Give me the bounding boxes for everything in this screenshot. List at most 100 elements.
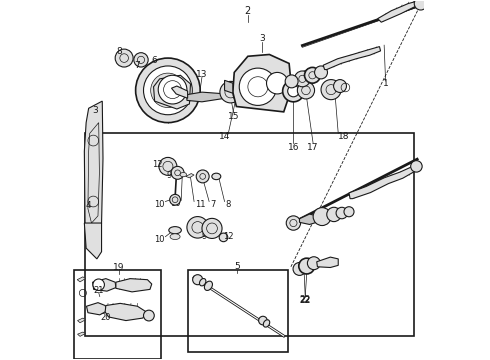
Polygon shape xyxy=(233,54,292,112)
Text: 8: 8 xyxy=(225,200,231,209)
Text: 21: 21 xyxy=(94,286,104,295)
Text: 10: 10 xyxy=(170,199,180,208)
Circle shape xyxy=(158,75,187,104)
Text: 7: 7 xyxy=(210,200,215,209)
Circle shape xyxy=(321,80,341,100)
Polygon shape xyxy=(317,257,338,267)
Circle shape xyxy=(411,161,422,172)
Text: 6: 6 xyxy=(152,57,157,66)
Text: 10: 10 xyxy=(154,235,164,244)
Text: 12: 12 xyxy=(223,232,233,241)
Circle shape xyxy=(267,72,288,94)
Polygon shape xyxy=(93,279,116,291)
Circle shape xyxy=(285,75,298,88)
Text: 18: 18 xyxy=(338,132,349,141)
Polygon shape xyxy=(105,303,147,320)
Text: 8: 8 xyxy=(116,47,122,56)
Polygon shape xyxy=(323,46,381,69)
Polygon shape xyxy=(77,332,85,336)
Polygon shape xyxy=(153,75,191,109)
Polygon shape xyxy=(224,80,233,93)
Ellipse shape xyxy=(263,320,270,327)
Ellipse shape xyxy=(170,234,180,239)
Circle shape xyxy=(239,68,276,105)
Circle shape xyxy=(294,71,310,87)
Circle shape xyxy=(202,219,222,238)
Circle shape xyxy=(315,66,327,79)
Ellipse shape xyxy=(199,279,206,286)
Text: 7: 7 xyxy=(134,61,140,70)
Text: 11: 11 xyxy=(195,200,205,209)
Circle shape xyxy=(304,67,320,83)
Text: 10: 10 xyxy=(154,200,164,209)
Circle shape xyxy=(288,85,299,97)
Circle shape xyxy=(334,80,346,93)
Circle shape xyxy=(299,258,315,274)
Polygon shape xyxy=(299,214,317,225)
Circle shape xyxy=(115,49,133,67)
Circle shape xyxy=(93,279,104,291)
Text: 15: 15 xyxy=(228,112,239,121)
Polygon shape xyxy=(172,86,188,98)
Circle shape xyxy=(193,275,203,285)
Polygon shape xyxy=(84,223,101,259)
Circle shape xyxy=(220,81,242,103)
Circle shape xyxy=(144,66,192,115)
Circle shape xyxy=(159,157,177,175)
Circle shape xyxy=(313,208,331,226)
Polygon shape xyxy=(378,1,419,22)
Text: 16: 16 xyxy=(288,143,299,152)
Circle shape xyxy=(134,53,148,67)
Text: 20: 20 xyxy=(100,313,110,322)
Polygon shape xyxy=(186,174,194,178)
Circle shape xyxy=(414,0,427,10)
Ellipse shape xyxy=(204,281,213,291)
Text: 9: 9 xyxy=(201,232,206,241)
Circle shape xyxy=(144,310,154,321)
Circle shape xyxy=(307,257,320,270)
Circle shape xyxy=(286,216,300,230)
Circle shape xyxy=(293,262,306,275)
Ellipse shape xyxy=(180,172,187,177)
Ellipse shape xyxy=(233,87,241,101)
Circle shape xyxy=(151,73,185,108)
Circle shape xyxy=(170,194,180,205)
Text: 4: 4 xyxy=(85,201,91,210)
Text: 9: 9 xyxy=(166,171,172,180)
Circle shape xyxy=(136,58,200,123)
Polygon shape xyxy=(77,318,85,323)
Circle shape xyxy=(161,83,175,98)
Circle shape xyxy=(171,166,184,179)
Text: 3: 3 xyxy=(92,105,98,114)
Text: 1: 1 xyxy=(383,80,389,89)
Circle shape xyxy=(219,233,228,242)
Text: 2: 2 xyxy=(245,6,251,16)
Text: 13: 13 xyxy=(196,70,208,79)
Text: 12: 12 xyxy=(152,160,163,169)
Text: 3: 3 xyxy=(259,34,265,43)
Text: 22: 22 xyxy=(299,294,311,303)
Ellipse shape xyxy=(212,173,221,180)
Circle shape xyxy=(259,316,267,325)
Text: 22: 22 xyxy=(299,296,311,305)
Polygon shape xyxy=(297,69,317,79)
Polygon shape xyxy=(87,303,107,315)
Text: 19: 19 xyxy=(113,264,124,273)
Polygon shape xyxy=(77,277,85,282)
Polygon shape xyxy=(116,279,152,292)
Polygon shape xyxy=(187,92,230,102)
Circle shape xyxy=(336,207,347,219)
Text: 17: 17 xyxy=(307,143,319,152)
Polygon shape xyxy=(349,166,416,199)
Text: 22: 22 xyxy=(299,296,311,305)
Circle shape xyxy=(187,217,208,238)
Circle shape xyxy=(344,207,354,217)
Circle shape xyxy=(283,80,304,102)
Polygon shape xyxy=(84,101,103,237)
Circle shape xyxy=(327,207,341,222)
Ellipse shape xyxy=(169,226,181,234)
Circle shape xyxy=(196,170,209,183)
Text: 14: 14 xyxy=(219,132,230,141)
Circle shape xyxy=(297,82,315,99)
Text: 5: 5 xyxy=(234,262,240,271)
